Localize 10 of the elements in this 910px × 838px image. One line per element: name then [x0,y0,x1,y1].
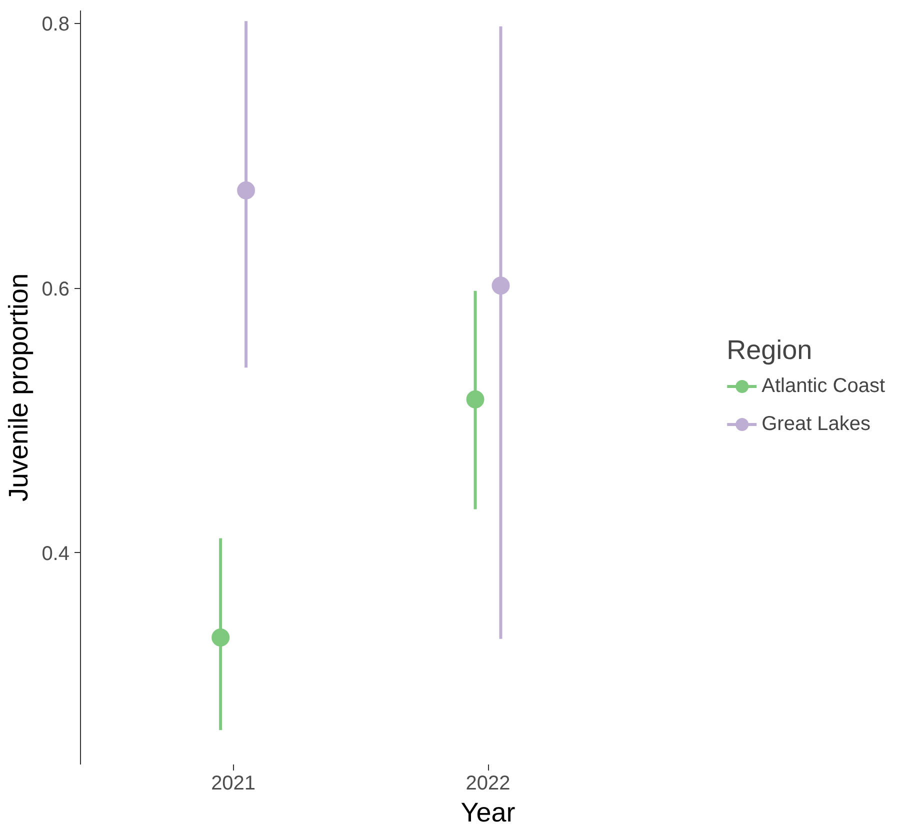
legend-label: Atlantic Coast [762,374,885,398]
legend-label: Great Lakes [762,412,871,436]
y-axis-title: Juvenile proportion [4,273,34,502]
y-tick-label: 0.6 [42,278,70,300]
x-tick-label: 2022 [466,772,510,794]
y-tick-label: 0.8 [42,14,70,36]
y-tick-label: 0.4 [42,542,70,565]
x-tick-label: 2021 [211,772,256,794]
x-axis-title: Year [460,798,516,828]
legend-title: Region [726,335,814,366]
